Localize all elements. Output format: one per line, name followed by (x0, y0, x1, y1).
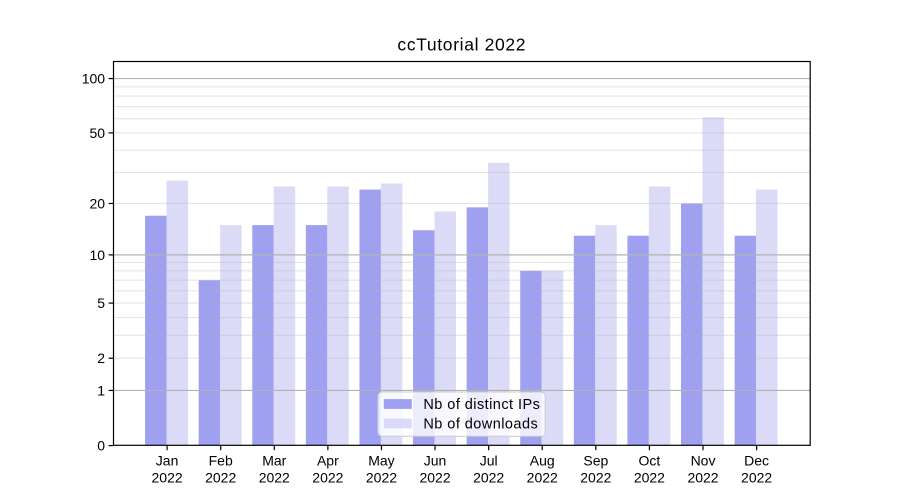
svg-text:2022: 2022 (419, 469, 450, 485)
svg-text:Aug: Aug (530, 453, 555, 469)
svg-text:ccTutorial 2022: ccTutorial 2022 (397, 35, 526, 55)
svg-text:Apr: Apr (317, 453, 339, 469)
svg-text:Dec: Dec (744, 453, 769, 469)
svg-text:Jan: Jan (156, 453, 179, 469)
svg-text:10: 10 (90, 247, 106, 263)
svg-text:Nb of distinct IPs: Nb of distinct IPs (423, 397, 540, 413)
svg-text:2022: 2022 (152, 469, 183, 485)
svg-text:100: 100 (82, 71, 106, 87)
svg-text:2022: 2022 (634, 469, 665, 485)
svg-text:5: 5 (97, 295, 105, 311)
svg-text:0: 0 (97, 438, 105, 454)
svg-text:50: 50 (90, 125, 106, 141)
svg-text:2022: 2022 (580, 469, 611, 485)
svg-text:Sep: Sep (583, 453, 608, 469)
svg-text:Nb of downloads: Nb of downloads (423, 416, 538, 432)
svg-text:Oct: Oct (639, 453, 661, 469)
svg-text:Mar: Mar (262, 453, 286, 469)
svg-text:1: 1 (97, 382, 105, 398)
svg-text:2022: 2022 (527, 469, 558, 485)
svg-text:2022: 2022 (259, 469, 290, 485)
svg-text:Jun: Jun (424, 453, 447, 469)
svg-text:2022: 2022 (312, 469, 343, 485)
svg-text:2022: 2022 (366, 469, 397, 485)
svg-text:20: 20 (90, 195, 106, 211)
svg-text:2: 2 (97, 350, 105, 366)
svg-text:2022: 2022 (741, 469, 772, 485)
svg-text:May: May (368, 453, 394, 469)
svg-text:2022: 2022 (473, 469, 504, 485)
svg-text:Jul: Jul (480, 453, 498, 469)
svg-text:Nov: Nov (691, 453, 716, 469)
svg-text:Feb: Feb (209, 453, 233, 469)
svg-text:2022: 2022 (205, 469, 236, 485)
svg-text:2022: 2022 (687, 469, 718, 485)
